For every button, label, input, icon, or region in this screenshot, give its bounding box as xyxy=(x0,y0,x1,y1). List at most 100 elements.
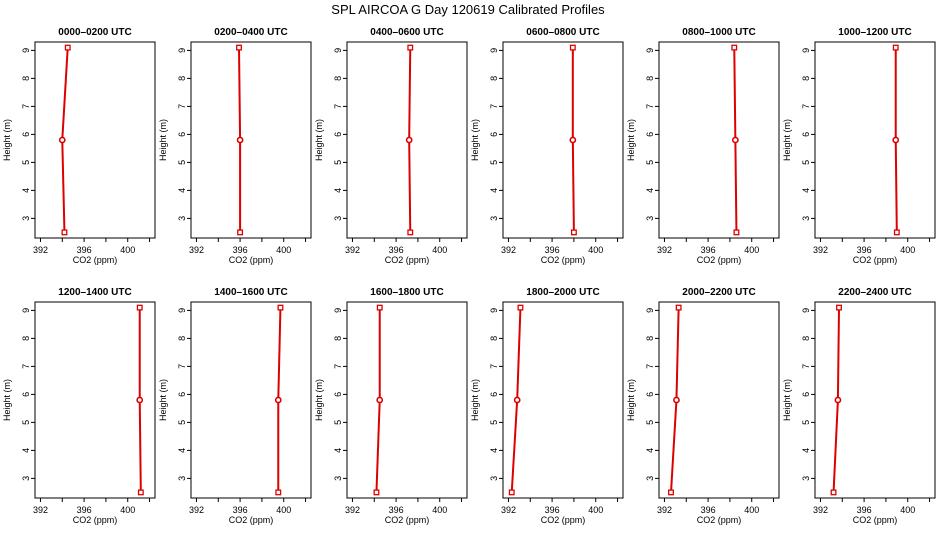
y-axis-label: Height (m) xyxy=(470,119,480,161)
y-axis-label: Height (m) xyxy=(626,379,636,421)
y-tick-label: 4 xyxy=(333,188,343,193)
data-point xyxy=(274,396,282,404)
plot-frame xyxy=(34,301,156,499)
data-point xyxy=(731,44,738,51)
x-tick-label: 396 xyxy=(389,505,404,515)
x-tick-label: 396 xyxy=(545,505,560,515)
y-tick-label: 3 xyxy=(645,216,655,221)
y-tick-label: 4 xyxy=(177,188,187,193)
x-tick-label: 396 xyxy=(389,245,404,255)
y-tick-label: 8 xyxy=(21,336,31,341)
data-point xyxy=(277,304,284,311)
y-tick-label: 6 xyxy=(333,132,343,137)
y-tick-label: 9 xyxy=(21,308,31,313)
x-tick-label: 400 xyxy=(432,245,447,255)
y-tick-label: 4 xyxy=(489,448,499,453)
y-tick-label: 8 xyxy=(645,76,655,81)
data-point xyxy=(376,396,384,404)
y-tick-label: 9 xyxy=(645,308,655,313)
x-tick-label: 392 xyxy=(345,245,360,255)
panel-title: 0400–0600 UTC xyxy=(370,27,443,38)
x-axis-label: CO2 (ppm) xyxy=(229,255,274,265)
x-tick-label: 400 xyxy=(432,505,447,515)
y-axis-label: Height (m) xyxy=(314,379,324,421)
data-point xyxy=(405,136,413,144)
x-axis-label: CO2 (ppm) xyxy=(853,515,898,525)
plot-frame xyxy=(190,301,312,499)
x-tick-label: 396 xyxy=(233,245,248,255)
data-point xyxy=(136,396,144,404)
y-tick-label: 7 xyxy=(21,364,31,369)
y-tick-label: 5 xyxy=(801,160,811,165)
y-tick-label: 3 xyxy=(177,216,187,221)
plot-frame xyxy=(814,41,936,239)
x-tick-label: 392 xyxy=(189,245,204,255)
y-axis-label: Height (m) xyxy=(158,119,168,161)
data-point xyxy=(569,136,577,144)
data-point xyxy=(830,489,837,496)
plot-frame xyxy=(34,41,156,239)
data-point xyxy=(675,304,682,311)
y-tick-label: 9 xyxy=(21,48,31,53)
y-tick-label: 6 xyxy=(801,132,811,137)
data-point xyxy=(137,489,144,496)
y-tick-label: 5 xyxy=(21,420,31,425)
y-tick-label: 9 xyxy=(333,308,343,313)
x-tick-label: 392 xyxy=(501,505,516,515)
y-axis-label: Height (m) xyxy=(782,119,792,161)
y-tick-label: 9 xyxy=(177,48,187,53)
y-tick-label: 8 xyxy=(333,76,343,81)
y-tick-label: 8 xyxy=(801,336,811,341)
y-tick-label: 8 xyxy=(177,76,187,81)
y-axis-label: Height (m) xyxy=(470,379,480,421)
x-tick-label: 396 xyxy=(77,245,92,255)
y-tick-label: 9 xyxy=(801,308,811,313)
y-tick-label: 4 xyxy=(177,448,187,453)
y-axis-label: Height (m) xyxy=(2,379,12,421)
y-tick-label: 3 xyxy=(333,476,343,481)
panel-title: 1400–1600 UTC xyxy=(214,287,287,298)
x-tick-label: 392 xyxy=(189,505,204,515)
y-tick-label: 6 xyxy=(333,392,343,397)
x-tick-label: 396 xyxy=(857,505,872,515)
data-point xyxy=(892,136,900,144)
y-axis-label: Height (m) xyxy=(158,379,168,421)
data-point xyxy=(892,44,899,51)
data-point xyxy=(376,304,383,311)
x-tick-label: 396 xyxy=(545,245,560,255)
panel-title: 1200–1400 UTC xyxy=(58,287,131,298)
data-point xyxy=(64,44,71,51)
x-axis-label: CO2 (ppm) xyxy=(229,515,274,525)
data-point xyxy=(731,136,739,144)
y-tick-label: 3 xyxy=(489,476,499,481)
y-tick-label: 5 xyxy=(645,160,655,165)
plot-frame xyxy=(502,301,624,499)
data-point xyxy=(236,136,244,144)
x-tick-label: 400 xyxy=(276,505,291,515)
x-tick-label: 400 xyxy=(120,245,135,255)
y-tick-label: 8 xyxy=(21,76,31,81)
y-tick-label: 5 xyxy=(801,420,811,425)
x-axis-label: CO2 (ppm) xyxy=(541,255,586,265)
data-point xyxy=(513,396,521,404)
y-tick-label: 3 xyxy=(645,476,655,481)
y-tick-label: 6 xyxy=(489,132,499,137)
y-tick-label: 7 xyxy=(801,364,811,369)
data-point xyxy=(136,304,143,311)
plot-frame xyxy=(190,41,312,239)
data-point xyxy=(275,489,282,496)
y-tick-label: 9 xyxy=(489,48,499,53)
data-point xyxy=(236,44,242,51)
x-tick-label: 400 xyxy=(900,245,915,255)
y-tick-label: 4 xyxy=(333,448,343,453)
panel-title: 0600–0800 UTC xyxy=(526,27,599,38)
y-tick-label: 7 xyxy=(177,104,187,109)
